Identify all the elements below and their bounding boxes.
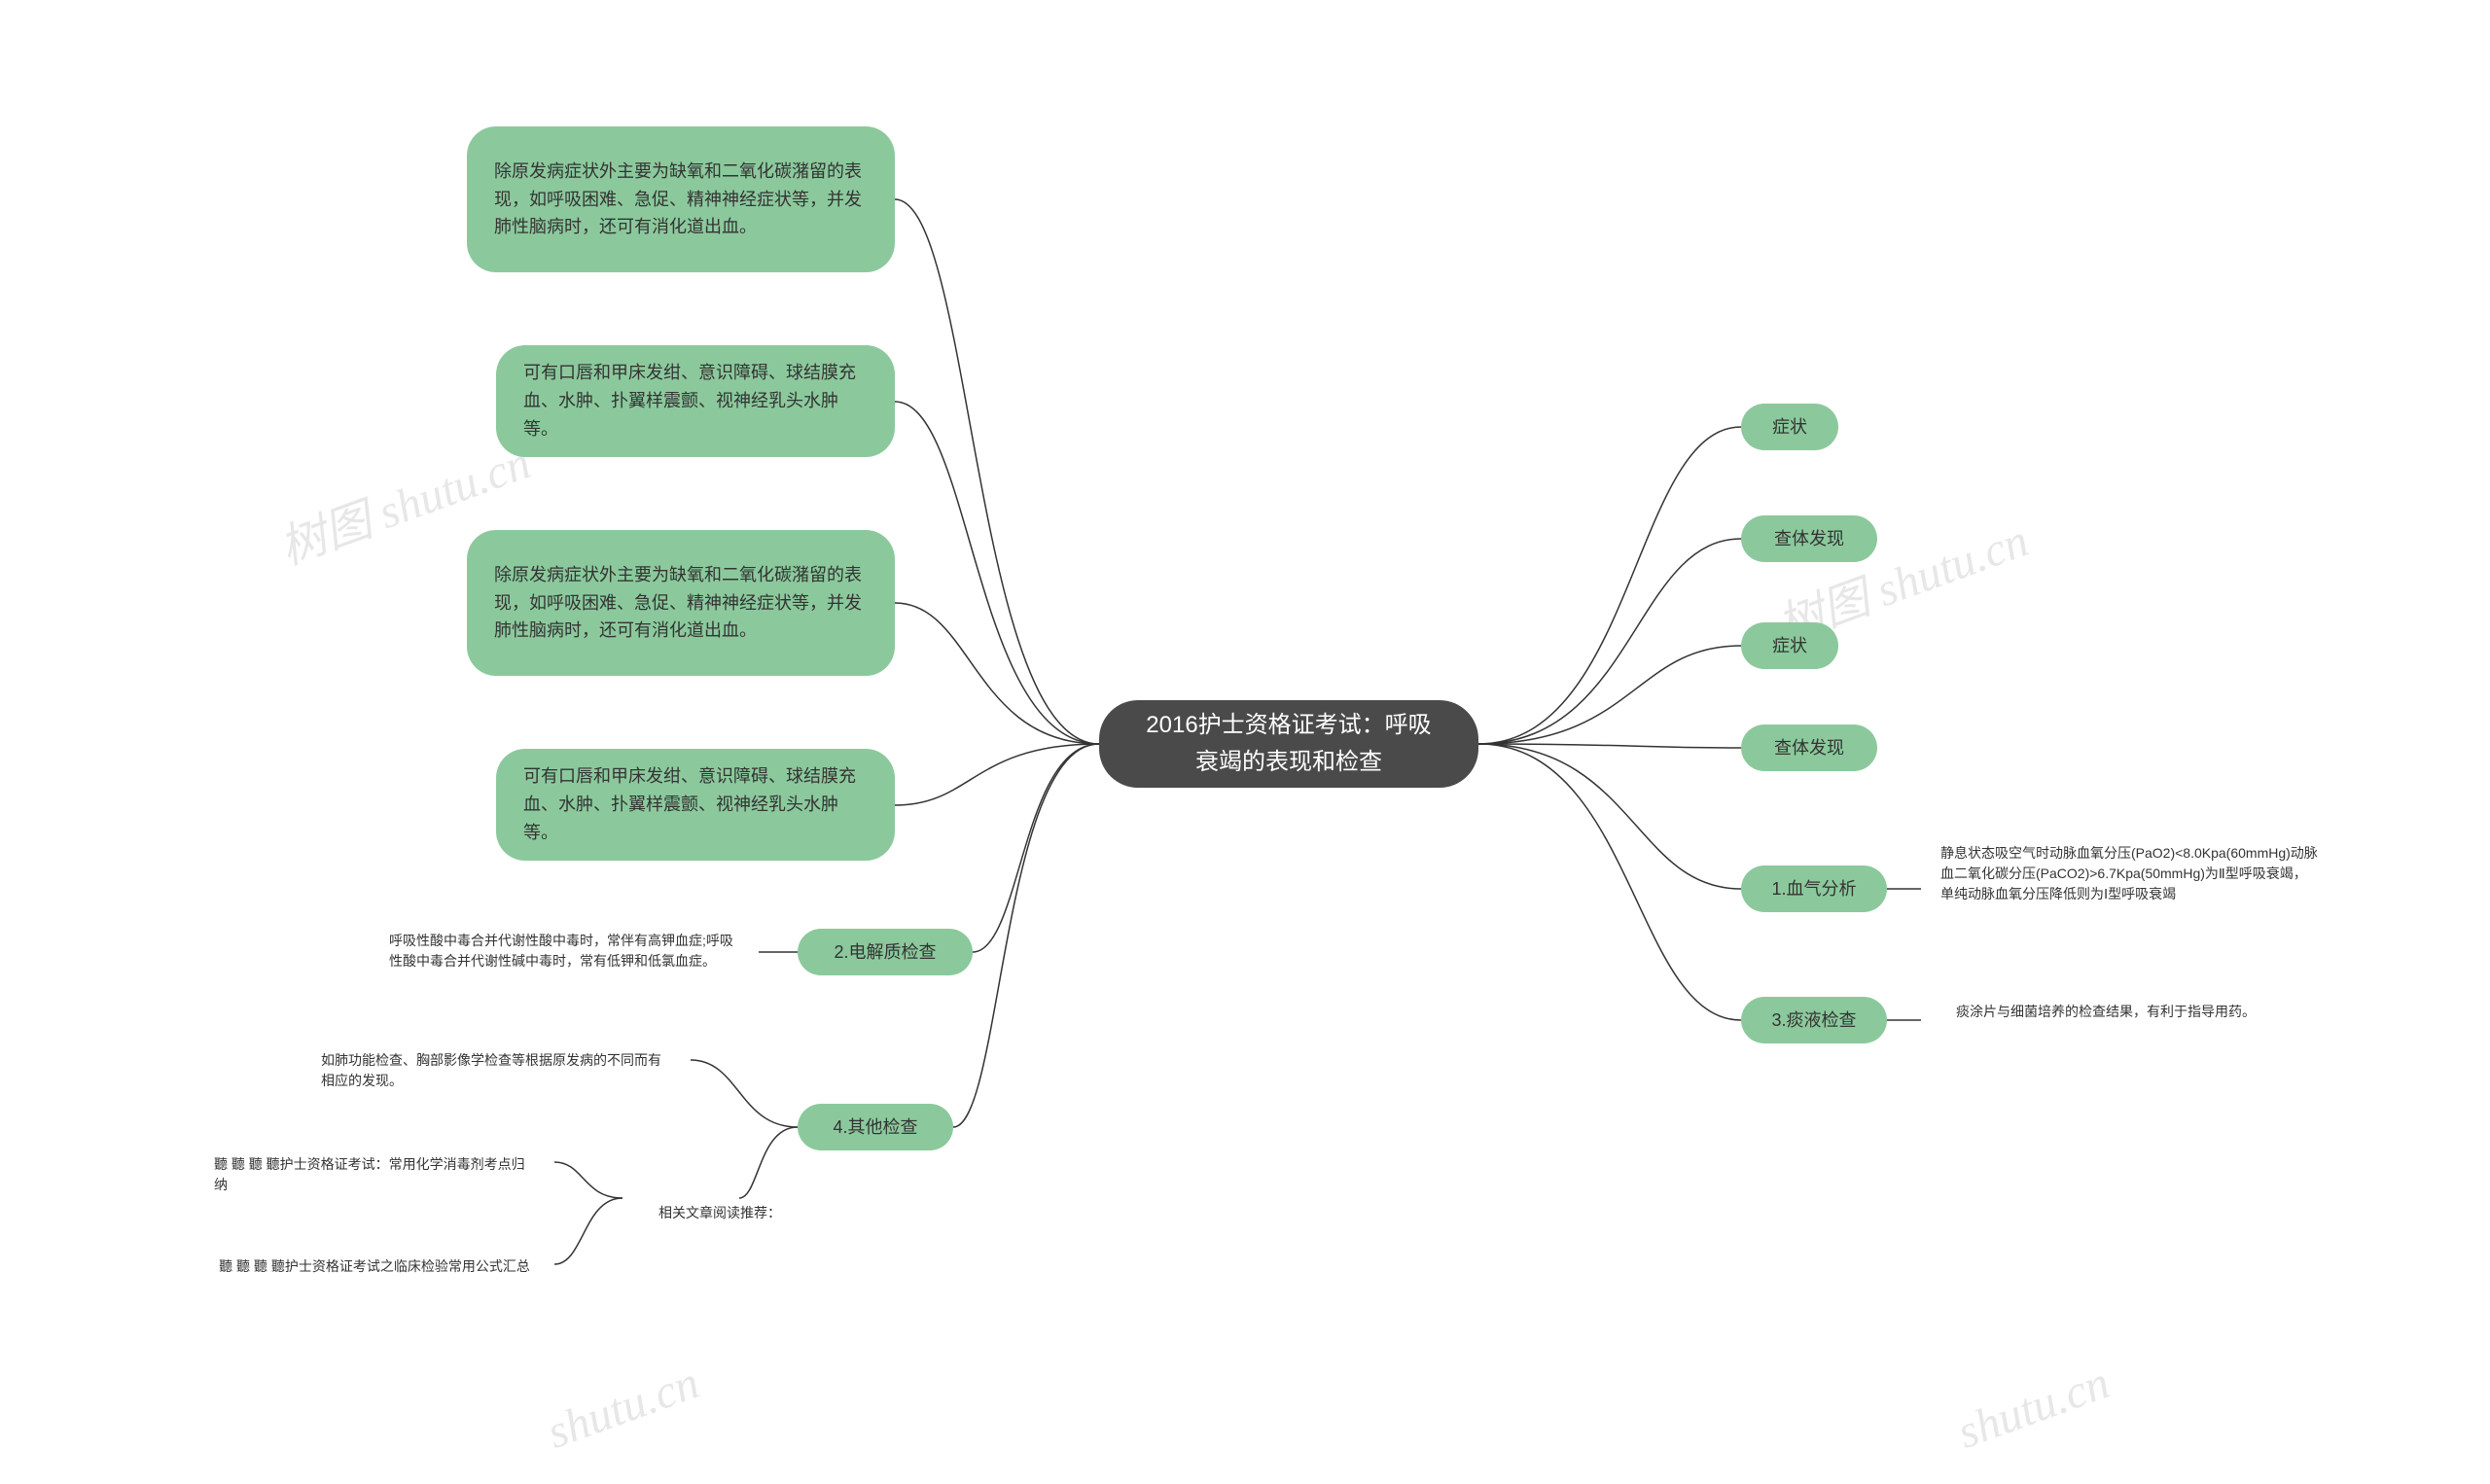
branch-l2: 可有口唇和甲床发绀、意识障碍、球结膜充血、水肿、扑翼样震颤、视神经乳头水肿等。 [496,345,895,457]
branch-l5: 2.电解质检查 [798,929,973,975]
branch-r4: 查体发现 [1741,724,1877,771]
branch-l6: 4.其他检查 [798,1104,953,1150]
watermark-2: shutu.cn [540,1356,705,1460]
branch-l3: 除原发病症状外主要为缺氧和二氧化碳潴留的表现，如呼吸困难、急促、精神神经症状等，… [467,530,895,676]
grandchild-l6-1-0: 聽 聽 聽 聽护士资格证考试：常用化学消毒剂考点归纳 [195,1143,554,1207]
detail-r5: 静息状态吸空气时动脉血氧分压(PaO2)<8.0Kpa(60mmHg)动脉血二氧… [1921,831,2339,916]
branch-r5: 1.血气分析 [1741,866,1887,912]
detail-l5: 呼吸性酸中毒合并代谢性酸中毒时，常伴有高钾血症;呼吸性酸中毒合并代谢性碱中毒时，… [370,919,759,983]
branch-r3: 症状 [1741,622,1838,669]
child-l6-0: 如肺功能检查、胸部影像学检查等根据原发病的不同而有相应的发现。 [302,1039,691,1103]
branch-r1: 症状 [1741,404,1838,450]
center-text: 2016护士资格证考试：呼吸衰竭的表现和检查 [1138,707,1440,782]
branch-l1: 除原发病症状外主要为缺氧和二氧化碳潴留的表现，如呼吸困难、急促、精神神经症状等，… [467,126,895,272]
center-topic: 2016护士资格证考试：呼吸衰竭的表现和检查 [1099,700,1478,788]
branch-r6: 3.痰液检查 [1741,997,1887,1043]
branch-l4: 可有口唇和甲床发绀、意识障碍、球结膜充血、水肿、扑翼样震颤、视神经乳头水肿等。 [496,749,895,861]
branch-r2: 查体发现 [1741,515,1877,562]
detail-r6: 痰涂片与细菌培养的检查结果，有利于指导用药。 [1921,990,2291,1034]
child-label-l6-1: 相关文章阅读推荐： [622,1191,817,1235]
grandchild-l6-1-1: 聽 聽 聽 聽护士资格证考试之临床检验常用公式汇总 [195,1245,554,1289]
watermark-3: shutu.cn [1950,1356,2116,1460]
